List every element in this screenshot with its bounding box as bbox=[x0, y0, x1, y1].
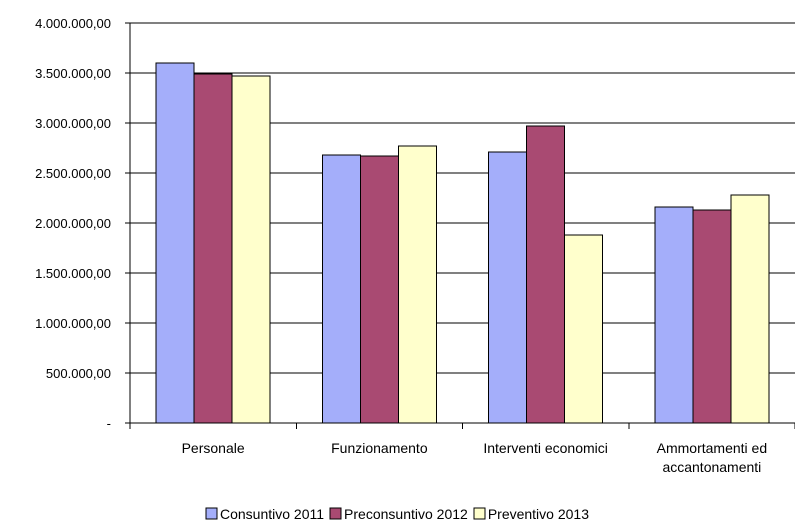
bar-3-1 bbox=[231, 75, 271, 424]
bar-1-1 bbox=[155, 62, 195, 424]
x-axis-category-labels: Personale Funzionamento Interventi economi… bbox=[182, 440, 768, 475]
y-tick-label: 2.500.000,00 bbox=[35, 166, 111, 181]
x-category-label: Funzionamento bbox=[331, 440, 428, 456]
x-category-label: Interventi economici bbox=[483, 440, 608, 456]
y-tick-label: 3.500.000,00 bbox=[35, 66, 111, 81]
x-category-label: Personale bbox=[182, 440, 245, 456]
y-tick-label: 1.000.000,00 bbox=[35, 316, 111, 331]
y-tick-label: 3.000.000,00 bbox=[35, 116, 111, 131]
bar-1-2 bbox=[321, 154, 361, 424]
bar-1-4 bbox=[654, 206, 694, 424]
legend: Consuntivo 2011 Preconsuntivo 2012 Prevent… bbox=[205, 506, 589, 522]
legend-label: Preconsuntivo 2012 bbox=[344, 506, 468, 522]
x-category-label: Ammortamenti ed bbox=[657, 440, 767, 456]
legend-swatch bbox=[473, 507, 486, 520]
legend-label: Preventivo 2013 bbox=[488, 506, 589, 522]
axes bbox=[129, 23, 795, 429]
y-tick-label: - bbox=[107, 416, 111, 431]
bar-2-1 bbox=[193, 73, 233, 424]
bar-2-4 bbox=[692, 209, 732, 424]
bar-3-2 bbox=[397, 145, 437, 424]
y-tick-label: 500.000,00 bbox=[46, 366, 111, 381]
bar-2-3 bbox=[526, 125, 566, 424]
bars bbox=[155, 62, 770, 424]
bar-3-3 bbox=[564, 234, 604, 424]
legend-swatch bbox=[205, 507, 218, 520]
x-category-label: accantonamenti bbox=[662, 459, 761, 475]
bar-1-3 bbox=[488, 151, 528, 424]
y-tick-label: 1.500.000,00 bbox=[35, 266, 111, 281]
y-tick-label: 2.000.000,00 bbox=[35, 216, 111, 231]
legend-label: Consuntivo 2011 bbox=[220, 506, 324, 522]
bar-2-2 bbox=[359, 155, 399, 424]
y-tick-label: 4.000.000,00 bbox=[35, 16, 111, 31]
legend-swatch bbox=[329, 507, 342, 520]
bar-3-4 bbox=[730, 194, 770, 424]
y-axis-tick-labels: 4.000.000,00 3.500.000,00 3.000.000,00 2.50… bbox=[35, 16, 111, 431]
